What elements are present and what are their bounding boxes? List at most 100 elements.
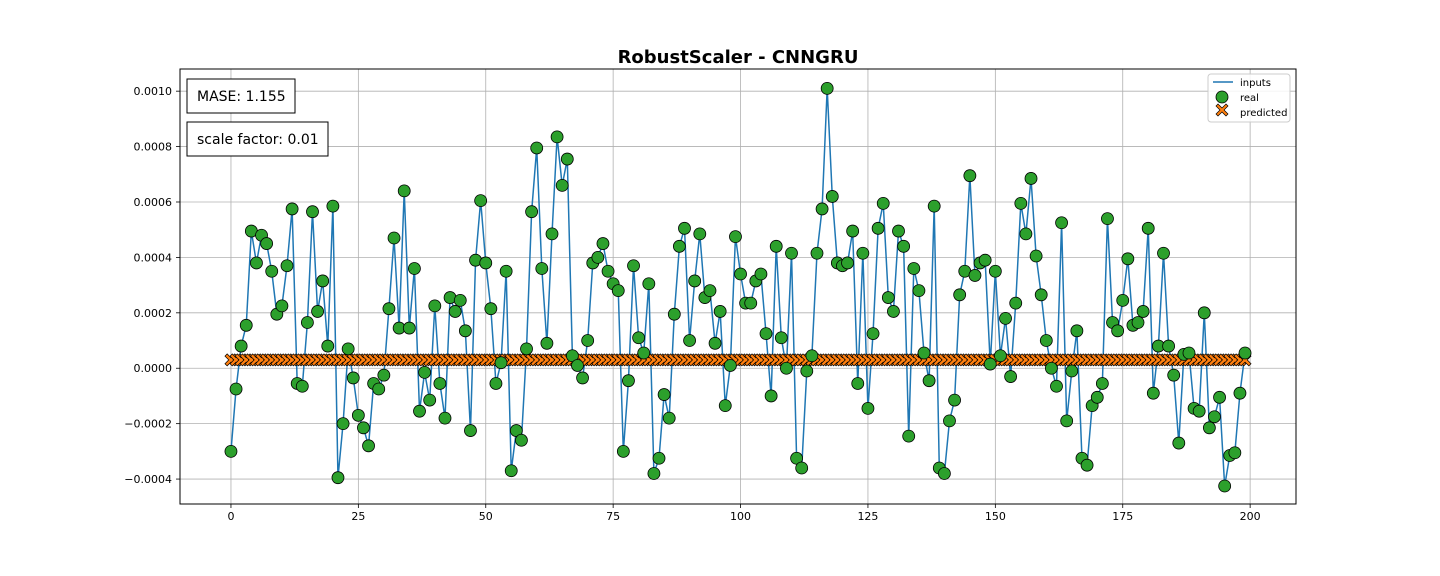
real-point bbox=[520, 342, 533, 356]
real-point bbox=[637, 346, 651, 360]
legend: inputs real predicted bbox=[1207, 73, 1291, 123]
real-point bbox=[1034, 288, 1048, 302]
real-point bbox=[311, 305, 324, 318]
real-point bbox=[239, 318, 253, 332]
y-tick-label: 0.0008 bbox=[134, 141, 173, 154]
real-point bbox=[815, 202, 829, 216]
real-point bbox=[346, 371, 360, 385]
plot-area bbox=[180, 69, 1296, 504]
real-point bbox=[1044, 361, 1058, 375]
real-point bbox=[260, 237, 274, 250]
x-axis: 0 25 50 75 100 125 150 175 200 bbox=[227, 504, 1261, 523]
real-point bbox=[1238, 346, 1252, 360]
x-tick-label: 100 bbox=[730, 510, 751, 523]
real-point bbox=[1146, 386, 1160, 400]
chart-title: RobustScaler - CNNGRU bbox=[618, 47, 859, 68]
real-point bbox=[1095, 377, 1109, 390]
real-point bbox=[300, 316, 314, 329]
real-point bbox=[295, 379, 309, 393]
y-tick-label: 0.0004 bbox=[134, 251, 173, 264]
real-point bbox=[1192, 404, 1206, 418]
real-point bbox=[560, 152, 574, 166]
real-point bbox=[871, 221, 885, 235]
real-point bbox=[458, 324, 472, 338]
real-point bbox=[927, 199, 941, 213]
real-point bbox=[647, 467, 661, 480]
real-point bbox=[856, 246, 870, 260]
real-point bbox=[693, 227, 707, 241]
real-point bbox=[479, 256, 493, 270]
real-point bbox=[897, 239, 911, 253]
real-point bbox=[1090, 390, 1104, 404]
real-point bbox=[484, 302, 498, 316]
real-point bbox=[591, 251, 605, 264]
real-point bbox=[418, 365, 432, 379]
real-point bbox=[983, 357, 997, 371]
real-point bbox=[571, 359, 584, 372]
real-point bbox=[922, 374, 936, 388]
y-tick-label: −0.0004 bbox=[124, 473, 172, 486]
real-point bbox=[229, 382, 243, 396]
real-point bbox=[357, 421, 370, 435]
real-point bbox=[1233, 386, 1247, 400]
real-point bbox=[1218, 479, 1232, 493]
real-point bbox=[540, 336, 554, 350]
real-point bbox=[744, 296, 758, 310]
real-point bbox=[1167, 368, 1181, 382]
real-point bbox=[866, 327, 880, 341]
real-point bbox=[530, 141, 544, 155]
y-tick-label: −0.0002 bbox=[124, 418, 172, 431]
real-point bbox=[1050, 379, 1063, 393]
real-point bbox=[892, 224, 905, 238]
real-point bbox=[316, 274, 330, 288]
real-point bbox=[464, 424, 477, 437]
real-point bbox=[341, 342, 355, 356]
x-tick-label: 150 bbox=[985, 510, 1006, 523]
real-point bbox=[535, 262, 549, 275]
y-axis: −0.0004 −0.0002 0.0000 0.0002 0.0004 0.0006 0.… bbox=[124, 85, 180, 486]
real-point bbox=[688, 274, 702, 288]
legend-predicted-marker-icon bbox=[1215, 103, 1229, 117]
real-point bbox=[999, 311, 1012, 325]
real-point bbox=[1080, 458, 1094, 472]
real-point bbox=[433, 377, 447, 390]
real-point bbox=[1029, 249, 1043, 263]
real-point bbox=[632, 331, 646, 345]
real-point bbox=[601, 264, 615, 278]
y-tick-label: 0.0010 bbox=[134, 85, 173, 98]
x-tick-label: 125 bbox=[857, 510, 878, 523]
real-point bbox=[525, 205, 539, 219]
real-point bbox=[1101, 212, 1114, 226]
real-point bbox=[800, 364, 814, 378]
real-point bbox=[408, 262, 421, 275]
legend-predicted-label: predicted bbox=[1240, 108, 1287, 119]
real-point bbox=[1024, 172, 1038, 185]
real-point bbox=[377, 368, 391, 382]
real-point bbox=[1070, 324, 1084, 338]
x-tick-label: 25 bbox=[351, 510, 365, 523]
real-point bbox=[759, 327, 773, 341]
real-point bbox=[1197, 306, 1211, 320]
real-point bbox=[810, 246, 824, 260]
real-point bbox=[622, 374, 635, 388]
real-point bbox=[581, 334, 595, 347]
real-point bbox=[362, 439, 375, 453]
y-tick-label: 0.0002 bbox=[134, 307, 173, 320]
real-point bbox=[550, 130, 564, 144]
real-point bbox=[1116, 293, 1130, 307]
real-point bbox=[280, 259, 294, 273]
real-point bbox=[576, 371, 589, 385]
real-point bbox=[504, 464, 518, 478]
real-point bbox=[428, 299, 442, 313]
real-point bbox=[657, 388, 671, 401]
real-point bbox=[1019, 227, 1033, 241]
real-point bbox=[642, 277, 656, 291]
real-point bbox=[1162, 339, 1176, 353]
real-point bbox=[1182, 346, 1196, 360]
real-point bbox=[224, 444, 238, 458]
real-point bbox=[912, 284, 926, 298]
real-point bbox=[785, 246, 798, 260]
real-point bbox=[978, 253, 992, 267]
real-point bbox=[902, 429, 916, 443]
